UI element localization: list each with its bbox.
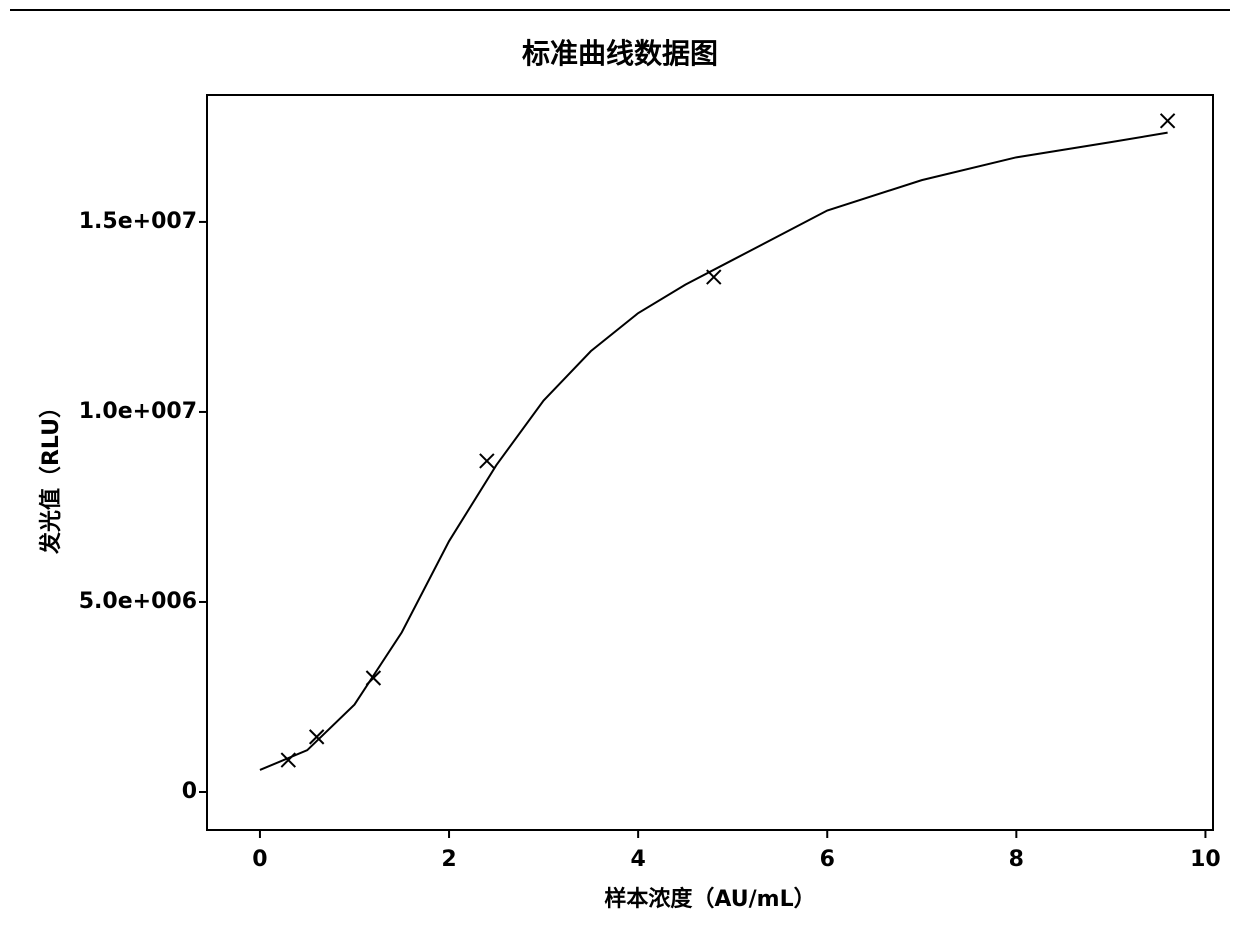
chart-title: 标准曲线数据图 bbox=[522, 37, 718, 70]
data-point bbox=[366, 671, 380, 685]
data-point bbox=[707, 270, 721, 284]
page: 标准曲线数据图 样本浓度（AU/mL） 发光值（RLU） 0 2 4 6 8 10 0 5.0… bbox=[0, 0, 1240, 943]
y-axis-label: 发光值（RLU） bbox=[38, 396, 64, 555]
y-tick-label: 0 bbox=[182, 779, 197, 804]
x-tick-label: 8 bbox=[1009, 847, 1024, 872]
x-tick-label: 10 bbox=[1190, 847, 1221, 872]
y-tick-label: 1.0e+007 bbox=[79, 399, 197, 424]
data-point bbox=[1161, 114, 1175, 128]
x-tick-label: 4 bbox=[630, 847, 645, 872]
y-tick-label: 1.5e+007 bbox=[79, 209, 197, 234]
data-point bbox=[480, 454, 494, 468]
fit-curve bbox=[260, 133, 1168, 770]
chart: 标准曲线数据图 样本浓度（AU/mL） 发光值（RLU） 0 2 4 6 8 10 0 5.0… bbox=[0, 0, 1240, 943]
y-tick-label: 5.0e+006 bbox=[79, 589, 197, 614]
plot-frame bbox=[207, 95, 1213, 830]
x-tick-label: 2 bbox=[441, 847, 456, 872]
x-axis-label: 样本浓度（AU/mL） bbox=[604, 886, 815, 912]
x-tick-label: 0 bbox=[252, 847, 267, 872]
x-tick-label: 6 bbox=[820, 847, 835, 872]
